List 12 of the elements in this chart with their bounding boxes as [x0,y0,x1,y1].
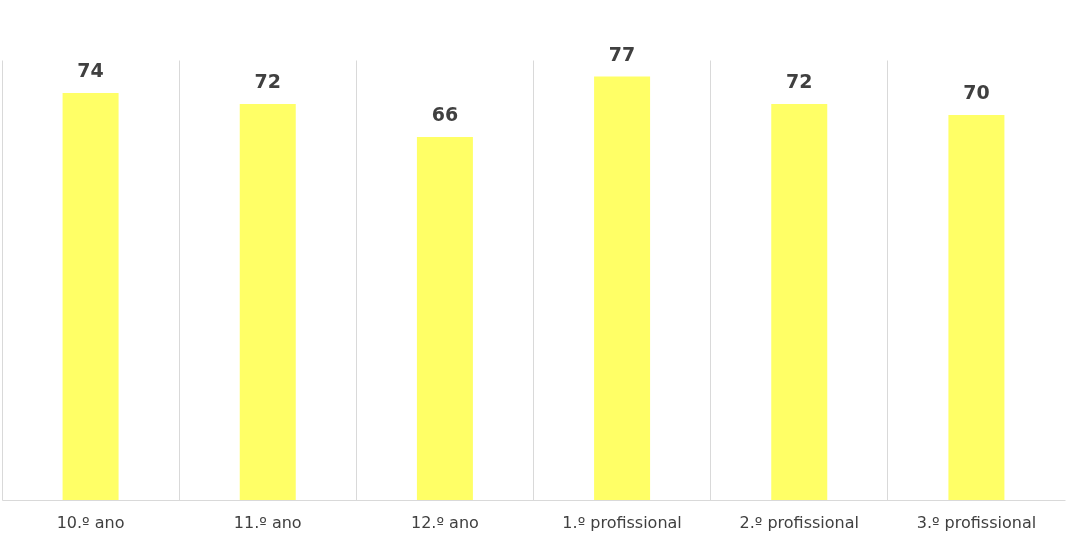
x-tick-label: 11.º ano [233,512,302,532]
data-label: 72 [254,70,281,92]
data-label: 74 [77,59,104,81]
data-label: 70 [963,81,990,103]
x-tick-label: 2.º profissional [739,512,859,532]
data-label: 66 [431,103,459,125]
x-tick-label: 1.º profissional [562,512,682,532]
x-tick-label: 10.º ano [56,512,125,532]
data-label: 72 [786,70,813,92]
x-tick-label: 3.º profissional [916,512,1037,532]
x-tick-label: 12.º ano [411,512,479,532]
data-label: 77 [608,42,636,65]
